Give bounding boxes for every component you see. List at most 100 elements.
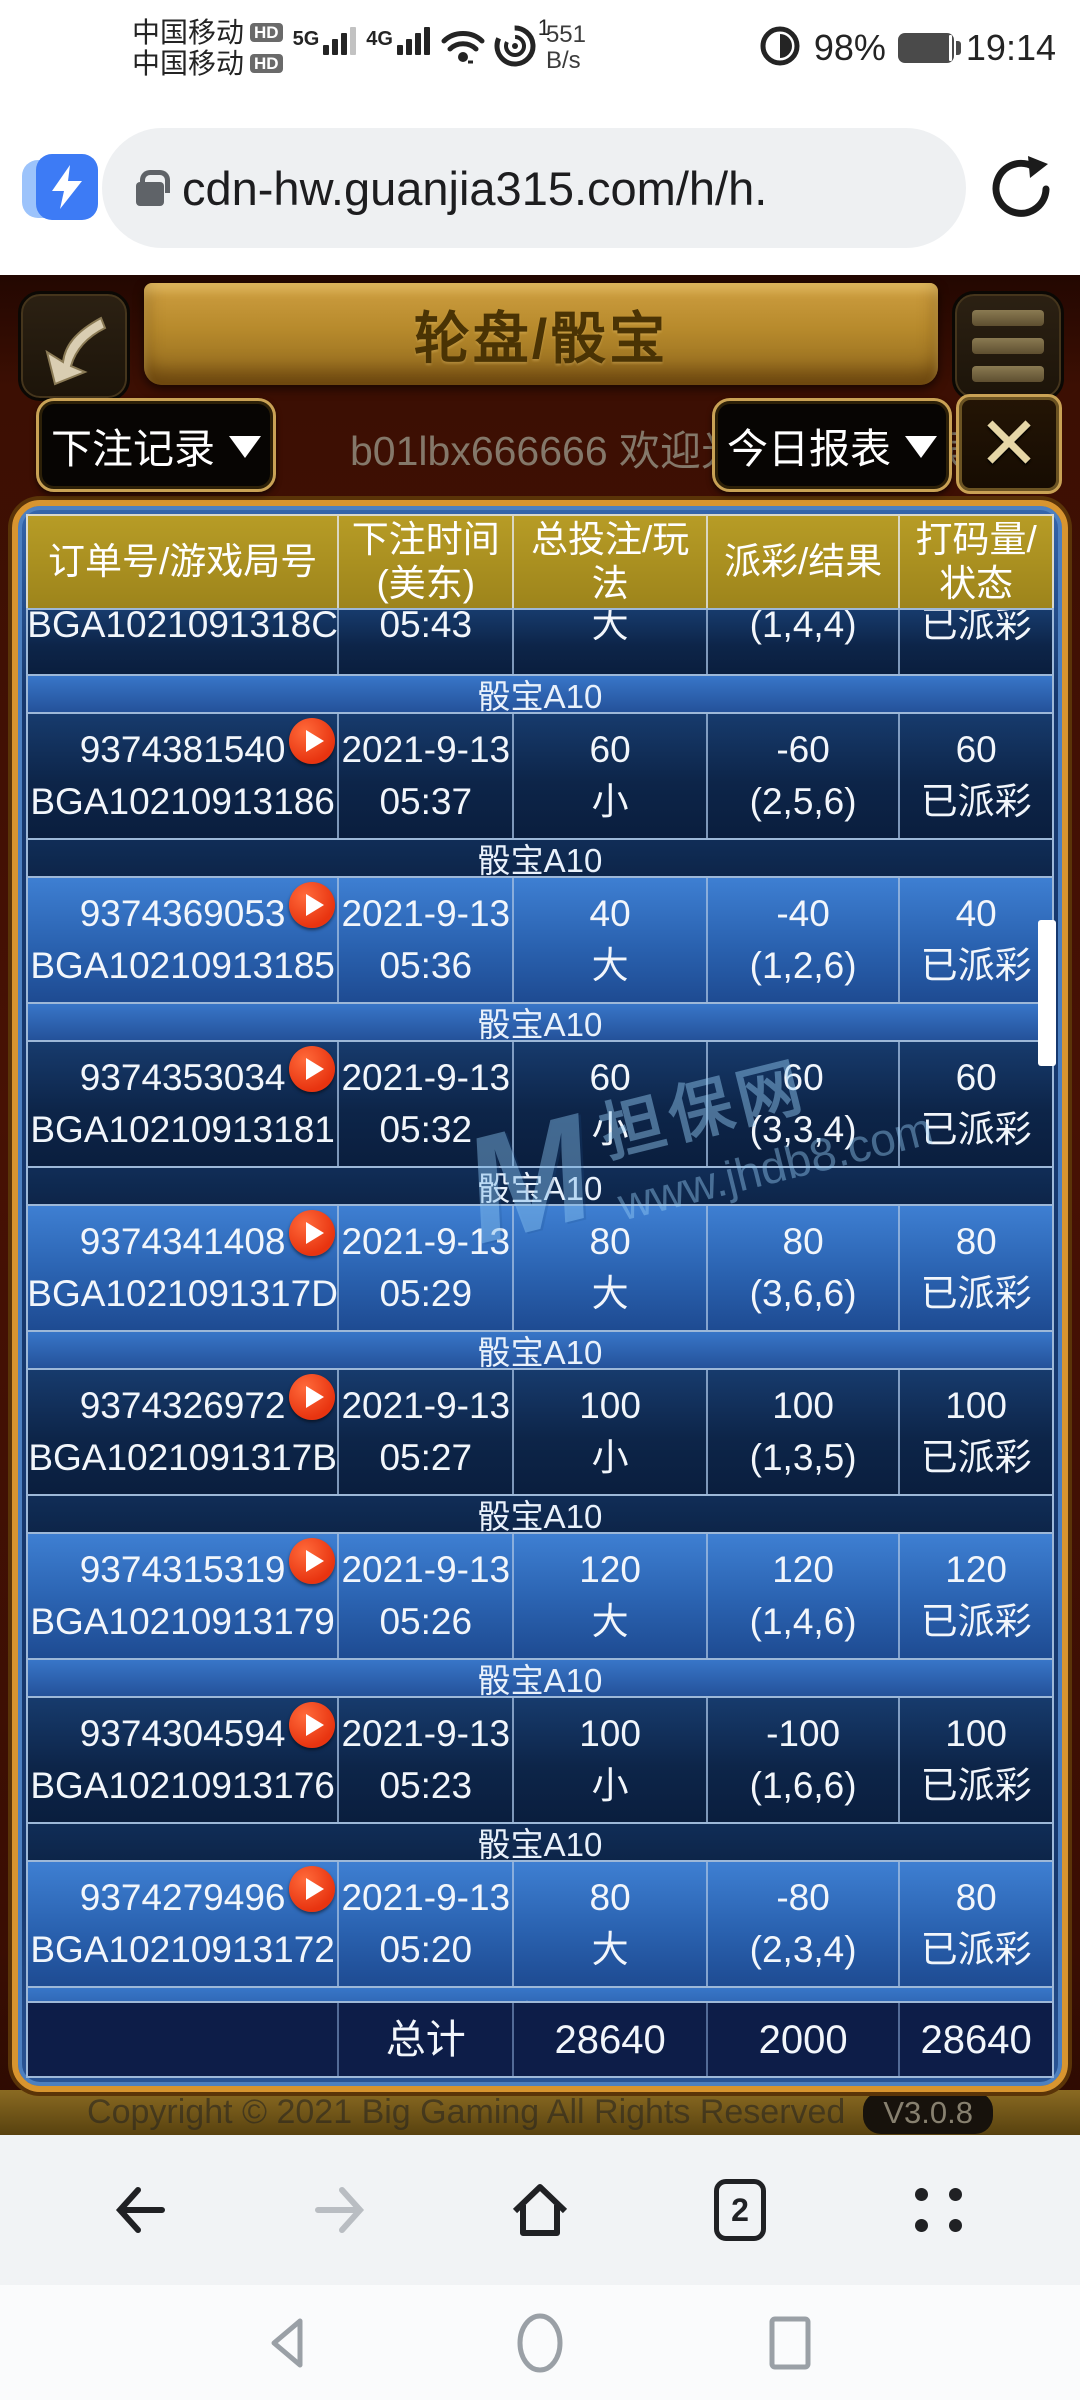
- browser-menu-button[interactable]: [885, 2155, 995, 2265]
- play-cell: 大: [512, 610, 706, 675]
- clock: 19:14: [965, 27, 1056, 68]
- system-back-button[interactable]: [255, 2308, 325, 2378]
- bet-records-panel: 订单号/游戏局号 下注时间 (美东) 总投注/玩法 派彩/结果 打码量/状态 BGA102…: [12, 500, 1068, 2092]
- status-bar: 中国移动 HD 中国移动 HD 5G 4G: [0, 0, 1080, 90]
- bet-row[interactable]: 9374341408 BGA1021091317D 2021-9-13 05:29 80…: [28, 1206, 1052, 1333]
- payout-cell: 60 (3,3,4): [705, 1042, 899, 1167]
- wager-cell: 60 已派彩: [898, 1042, 1052, 1167]
- game-menu-button[interactable]: [952, 291, 1064, 401]
- bet-cell: 120 大: [512, 1534, 706, 1659]
- time-cell: 2021-9-13 05:37: [337, 714, 512, 839]
- browser-forward-button[interactable]: [285, 2155, 395, 2265]
- wager-cell: 100 已派彩: [898, 1698, 1052, 1823]
- system-home-button[interactable]: [505, 2308, 575, 2378]
- order-cell: 9374279496 BGA10210913172: [28, 1862, 337, 1986]
- payout-cell: -40 (1,2,6): [705, 878, 899, 1003]
- refresh-button[interactable]: [982, 150, 1060, 228]
- menu-dots-icon: [915, 2188, 965, 2232]
- time-cell: 2021-9-13 05:29: [337, 1206, 512, 1331]
- wifi-icon: [440, 25, 486, 72]
- bet-cell: 40 大: [512, 878, 706, 1003]
- bet-records-dropdown[interactable]: 下注记录: [36, 398, 276, 492]
- order-cell: 9374381540 BGA10210913186: [28, 714, 337, 838]
- order-cell: 9374353034 BGA10210913181: [28, 1042, 337, 1166]
- site-shortcut-icon[interactable]: [22, 154, 98, 222]
- bet-cell: 80 大: [512, 1862, 706, 1987]
- bet-cell: 60 小: [512, 714, 706, 839]
- eye-comfort-icon: [758, 24, 802, 73]
- signal-5g: 5G: [293, 27, 357, 69]
- today-report-dropdown[interactable]: 今日报表: [712, 398, 952, 492]
- back-arrow-icon: [45, 316, 107, 386]
- total-payout: 2000: [705, 2003, 899, 2076]
- bet-row[interactable]: 9374279496 BGA10210913172 2021-9-13 05:20 80…: [28, 1862, 1052, 1989]
- time-cell: 2021-9-13 05:26: [337, 1534, 512, 1659]
- wager-cell: 60 已派彩: [898, 714, 1052, 839]
- replay-button[interactable]: [289, 1374, 336, 1421]
- copyright-text: Copyright © 2021 Big Gaming All Rights R…: [87, 2093, 846, 2131]
- column-header: 打码量/状态: [898, 516, 1052, 609]
- signal-4g: 4G: [366, 27, 430, 69]
- bet-row[interactable]: 9374369053 BGA10210913185 2021-9-13 05:36 40…: [28, 878, 1052, 1005]
- table-header-row: 订单号/游戏局号 下注时间 (美东) 总投注/玩法 派彩/结果 打码量/状态: [26, 514, 1054, 609]
- replay-button[interactable]: [289, 882, 336, 929]
- address-bar[interactable]: cdn-hw.guanjia315.com/h/h.: [102, 128, 966, 248]
- hotspot-icon: 1: [492, 15, 550, 74]
- game-section-header: 骰宝A10: [28, 1004, 1052, 1043]
- url-text: cdn-hw.guanjia315.com/h/h.: [182, 161, 768, 215]
- browser-tabs-button[interactable]: 2: [685, 2155, 795, 2265]
- bet-row[interactable]: 9374381540 BGA10210913186 2021-9-13 05:37 60…: [28, 714, 1052, 841]
- game-section-header: 骰宝A10: [28, 1168, 1052, 1207]
- time-cell: 05:43: [337, 610, 512, 675]
- bet-row[interactable]: 9374315319 BGA10210913179 2021-9-13 05:26 12…: [28, 1534, 1052, 1661]
- hamburger-icon: [972, 310, 1044, 382]
- signal-bars-icon: [396, 27, 430, 55]
- game-section-header: 骰宝A10: [28, 1496, 1052, 1535]
- time-cell: 2021-9-13 05:23: [337, 1698, 512, 1823]
- system-nav-bar: [0, 2285, 1080, 2400]
- total-label: 总计: [337, 2003, 512, 2076]
- system-recents-button[interactable]: [755, 2308, 825, 2378]
- chevron-down-icon: [905, 436, 937, 458]
- total-row: 总计 28640 2000 28640: [26, 2001, 1054, 2078]
- result-cell: (1,4,4): [705, 610, 899, 675]
- hotspot-count: 1: [537, 14, 550, 40]
- replay-button[interactable]: [289, 1866, 336, 1913]
- game-section-header: 骰宝A10: [28, 1332, 1052, 1371]
- bet-row[interactable]: 9374326972 BGA1021091317B 2021-9-13 05:27 10…: [28, 1370, 1052, 1497]
- bet-cell: 80 大: [512, 1206, 706, 1331]
- game-section-header: 骰宝A10: [28, 676, 1052, 715]
- bet-records-label: 下注记录: [51, 426, 215, 472]
- scrollbar-thumb[interactable]: [1038, 920, 1056, 1066]
- replay-button[interactable]: [289, 718, 336, 765]
- replay-button[interactable]: [289, 1210, 336, 1257]
- column-header: 下注时间 (美东): [337, 516, 512, 609]
- bet-row[interactable]: 9374304594 BGA10210913176 2021-9-13 05:23 10…: [28, 1698, 1052, 1825]
- replay-button[interactable]: [289, 1702, 336, 1749]
- wager-cell: 80 已派彩: [898, 1206, 1052, 1331]
- table-rows-viewport[interactable]: BGA1021091318C 05:43 大 (1,4,4) 已派彩 骰宝A10 93743…: [26, 608, 1054, 2002]
- bet-row-partial[interactable]: BGA1021091318C 05:43 大 (1,4,4) 已派彩: [28, 610, 1052, 677]
- game-section-header: 骰宝A10: [28, 840, 1052, 879]
- order-cell: 9374369053 BGA10210913185: [28, 878, 337, 1002]
- close-button[interactable]: ✕: [956, 394, 1062, 494]
- payout-cell: -80 (2,3,4): [705, 1862, 899, 1987]
- bet-cell: 100 小: [512, 1698, 706, 1823]
- game-back-button[interactable]: [18, 291, 130, 401]
- column-header: 派彩/结果: [705, 516, 899, 609]
- browser-back-button[interactable]: [85, 2155, 195, 2265]
- payout-cell: 120 (1,4,6): [705, 1534, 899, 1659]
- browser-home-button[interactable]: [485, 2155, 595, 2265]
- replay-button[interactable]: [289, 1046, 336, 1093]
- status-cell: 已派彩: [898, 610, 1052, 675]
- column-header: 总投注/玩法: [512, 516, 706, 609]
- chevron-down-icon: [229, 436, 261, 458]
- bet-cell: 60 小: [512, 1042, 706, 1167]
- today-report-label: 今日报表: [727, 426, 891, 472]
- bet-row[interactable]: 9374353034 BGA10210913181 2021-9-13 05:32 60…: [28, 1042, 1052, 1169]
- lightning-icon: [36, 154, 98, 220]
- order-cell: 9374341408 BGA1021091317D: [28, 1206, 338, 1330]
- game-id-cell: BGA1021091318C: [28, 610, 338, 646]
- replay-button[interactable]: [289, 1538, 336, 1585]
- payout-cell: -60 (2,5,6): [705, 714, 899, 839]
